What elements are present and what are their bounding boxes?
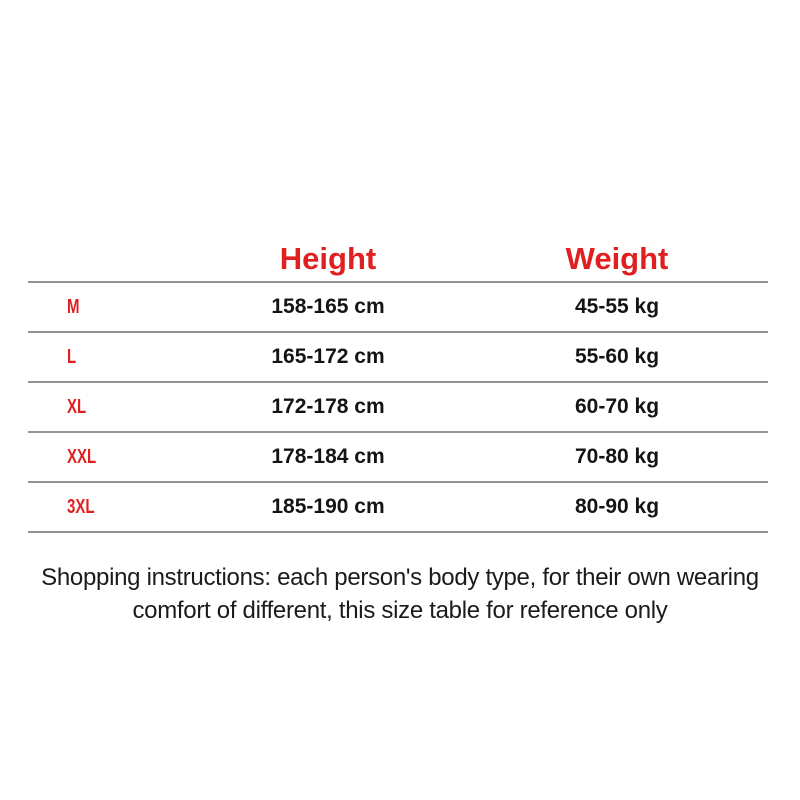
height-cell: 165-172 cm xyxy=(271,345,385,368)
weight-column-header: Weight xyxy=(565,241,669,276)
shopping-instructions: Shopping instructions: each person's bod… xyxy=(0,561,800,627)
table-row: L 165-172 cm 55-60 kg xyxy=(28,333,768,383)
height-cell: 185-190 cm xyxy=(271,495,385,518)
height-cell: 178-184 cm xyxy=(271,445,385,468)
height-column-header: Height xyxy=(279,241,377,276)
size-label: 3XL xyxy=(67,495,95,518)
weight-cell: 80-90 kg xyxy=(574,495,660,518)
height-cell: 158-165 cm xyxy=(271,295,385,318)
weight-cell: 45-55 kg xyxy=(574,295,660,318)
table-header-row: Height Weight xyxy=(28,230,768,283)
shopping-instructions-line1: Shopping instructions: each person's bod… xyxy=(41,564,759,591)
table-row: XL 172-178 cm 60-70 kg xyxy=(28,383,768,433)
height-cell: 172-178 cm xyxy=(271,395,385,418)
table-row: XXL 178-184 cm 70-80 kg xyxy=(28,433,768,483)
size-cell: 3XL xyxy=(28,496,178,519)
table-row: M 158-165 cm 45-55 kg xyxy=(28,283,768,333)
weight-cell: 70-80 kg xyxy=(574,445,660,468)
size-table: Height Weight M 158-165 cm 45-55 kg L 16… xyxy=(28,230,768,533)
size-label: XL xyxy=(67,395,87,418)
size-column-header xyxy=(28,277,178,281)
size-label: XXL xyxy=(67,445,97,468)
size-cell: L xyxy=(28,346,178,369)
table-row: 3XL 185-190 cm 80-90 kg xyxy=(28,483,768,533)
size-cell: XL xyxy=(28,396,178,419)
shopping-instructions-line2: comfort of different, this size table fo… xyxy=(132,597,668,624)
size-label: M xyxy=(67,295,80,318)
size-cell: XXL xyxy=(28,446,178,469)
weight-cell: 55-60 kg xyxy=(574,345,660,368)
size-cell: M xyxy=(28,296,178,319)
weight-cell: 60-70 kg xyxy=(574,395,660,418)
size-label: L xyxy=(67,345,77,368)
